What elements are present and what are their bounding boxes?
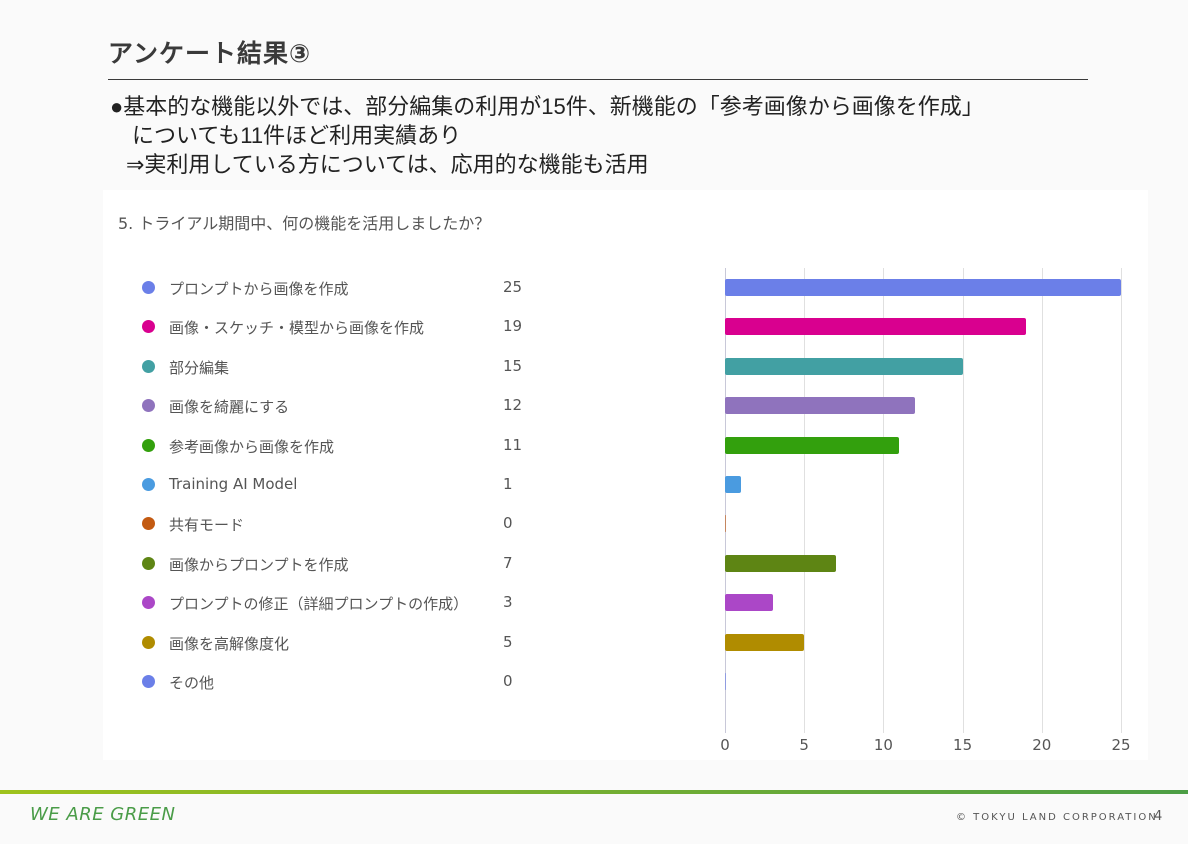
legend-label: 画像からプロンプトを作成: [169, 555, 349, 574]
gridline: [1041, 268, 1043, 733]
survey-chart-card: 5. トライアル期間中、何の機能を活用しましたか？ プロンプトから画像を作成 25…: [103, 190, 1148, 760]
bar: [725, 397, 916, 415]
gridline: [883, 268, 885, 733]
legend-item: 参考画像から画像を作成 11: [103, 434, 533, 458]
legend-value: 0: [503, 672, 513, 690]
legend-item: 画像・スケッチ・模型から画像を作成 19: [103, 315, 533, 339]
legend-dot-icon: [142, 359, 155, 373]
legend-item: 共有モード 0: [103, 512, 533, 536]
x-tick-label: 10: [873, 736, 893, 754]
gridline: [725, 268, 726, 733]
legend-label: 参考画像から画像を作成: [169, 437, 335, 456]
legend-value: 3: [503, 593, 513, 612]
legend-value: 25: [503, 278, 523, 296]
legend-item: その他 0: [103, 670, 533, 694]
chart-title: 5. トライアル期間中、何の機能を活用しましたか？: [118, 214, 491, 233]
bar: [725, 318, 1026, 336]
bar: [725, 279, 1121, 296]
bullet-line-3: ⇒実利用している方については、応用的な機能も活用: [126, 152, 649, 177]
bullet-line-1: ●基本的な機能以外では、部分編集の利用が15件、新機能の「参考画像から画像を作成…: [110, 94, 984, 119]
legend-label: Training AI Model: [169, 475, 298, 493]
legend-label: 部分編集: [169, 358, 230, 377]
legend-value: 19: [503, 317, 523, 336]
copyright-text: © TOKYU LAND CORPORATION: [956, 812, 1158, 823]
legend-label: 画像・スケッチ・模型から画像を作成: [169, 319, 425, 338]
x-tick-label: 0: [720, 736, 730, 754]
bullet-line-2: についても11件ほど利用実績あり: [132, 123, 462, 148]
bar: [725, 515, 726, 533]
x-tick-label: 5: [799, 736, 809, 754]
legend-item: Training AI Model 1: [103, 473, 533, 497]
legend-item: 画像からプロンプトを作成 7: [103, 552, 533, 576]
legend-label: 共有モード: [169, 516, 245, 535]
bar: [725, 594, 773, 612]
legend-item: プロンプトから画像を作成 25: [103, 276, 533, 300]
legend-label: プロンプトから画像を作成: [169, 280, 349, 298]
bar: [725, 476, 741, 493]
legend-dot-icon: [142, 596, 155, 610]
legend-dot-icon: [142, 399, 155, 413]
slide-title: アンケート結果③: [108, 39, 312, 68]
bar: [725, 357, 963, 375]
legend-value: 11: [503, 435, 523, 454]
legend-value: 0: [503, 514, 513, 533]
legend-dot-icon: [142, 556, 155, 570]
footer-divider: [0, 790, 1188, 794]
bar: [725, 554, 836, 572]
x-tick-label: 25: [1111, 736, 1131, 754]
legend-dot-icon: [142, 478, 155, 491]
legend-dot-icon: [142, 675, 155, 688]
legend-value: 15: [503, 356, 523, 375]
bar: [725, 673, 726, 690]
legend-label: プロンプトの修正（詳細プロンプトの作成）: [169, 595, 469, 614]
legend-label: 画像を高解像度化: [169, 634, 290, 653]
legend-dot-icon: [142, 320, 155, 334]
x-tick-label: 20: [1032, 736, 1052, 754]
legend-dot-icon: [142, 438, 155, 452]
legend-item: プロンプトの修正（詳細プロンプトの作成） 3: [103, 591, 533, 615]
gridline: [1121, 268, 1122, 733]
bar: [725, 633, 805, 651]
legend-item: 画像を綺麗にする 12: [103, 394, 533, 418]
gridline: [962, 268, 964, 733]
gridline: [804, 268, 806, 733]
legend-dot-icon: [142, 635, 155, 649]
summary-bullets: ●基本的な機能以外では、部分編集の利用が15件、新機能の「参考画像から画像を作成…: [110, 92, 1110, 179]
legend-item: 部分編集 15: [103, 355, 533, 379]
legend-value: 1: [503, 475, 513, 493]
legend-item: 画像を高解像度化 5: [103, 631, 533, 655]
legend-dot-icon: [142, 517, 155, 531]
legend-value: 5: [503, 632, 513, 651]
x-tick-label: 15: [953, 736, 973, 754]
legend-dot-icon: [142, 281, 155, 294]
legend-value: 7: [503, 553, 513, 572]
page-number: 4: [1154, 809, 1163, 824]
legend-label: 画像を綺麗にする: [169, 398, 290, 417]
legend-value: 12: [503, 396, 523, 415]
bar: [725, 436, 900, 454]
legend-label: その他: [169, 674, 215, 692]
footer-slogan: WE ARE GREEN: [30, 804, 176, 825]
title-divider: [108, 79, 1088, 80]
